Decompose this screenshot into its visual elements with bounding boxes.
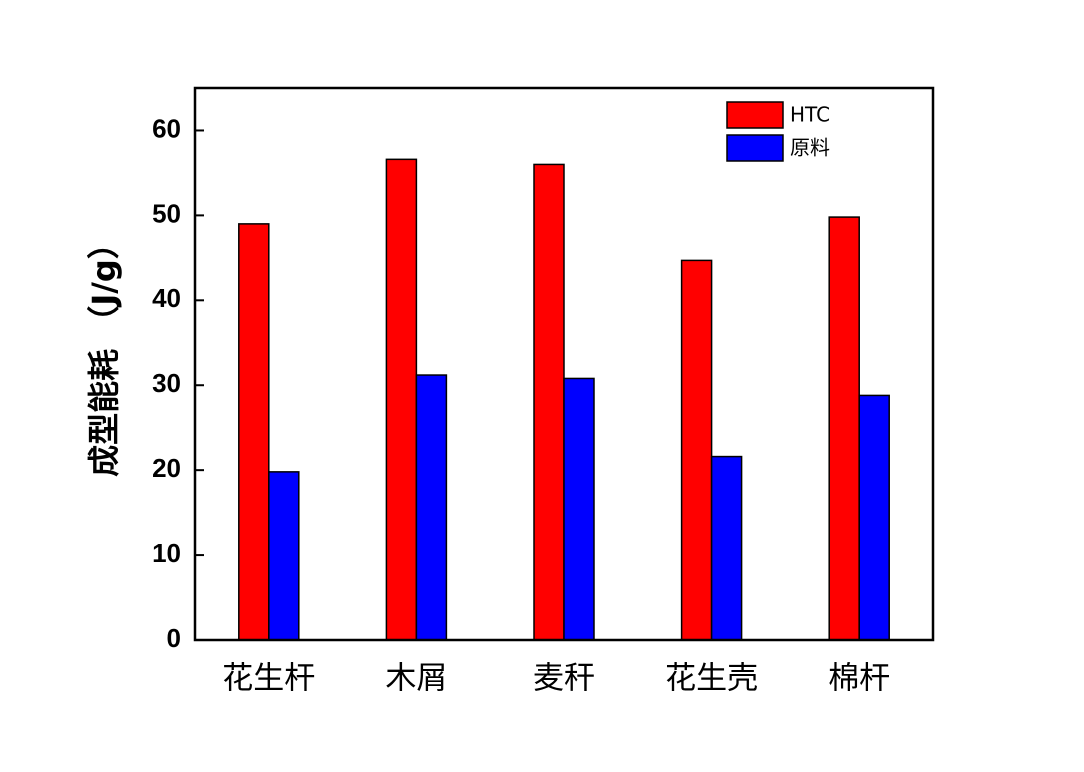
bar bbox=[563, 377, 595, 641]
bar bbox=[533, 163, 565, 641]
y-tick-label: 50 bbox=[152, 198, 181, 228]
y-tick-label: 60 bbox=[152, 113, 181, 143]
y-tick-label: 20 bbox=[152, 453, 181, 483]
y-tick-label: 0 bbox=[167, 623, 181, 653]
legend-label: 原料 bbox=[790, 136, 830, 160]
bar bbox=[710, 455, 743, 641]
y-tick-label: 30 bbox=[152, 368, 181, 398]
y-tick-label: 10 bbox=[152, 538, 181, 568]
bar bbox=[680, 259, 713, 641]
bar bbox=[268, 471, 300, 641]
bar bbox=[828, 216, 860, 641]
plot-frame bbox=[193, 86, 935, 642]
y-axis-label: 成型能耗 （J/g） bbox=[85, 227, 123, 477]
bar bbox=[238, 223, 270, 641]
x-tick-label: 棉杆 bbox=[828, 661, 890, 697]
x-tick-label: 麦秆 bbox=[533, 661, 595, 697]
x-tick-label: 花生杆 bbox=[222, 661, 315, 697]
bar bbox=[858, 394, 890, 641]
legend-swatch bbox=[726, 134, 784, 162]
legend-label: HTC bbox=[790, 103, 830, 127]
bar bbox=[385, 158, 418, 641]
y-tick-label: 40 bbox=[152, 283, 181, 313]
x-tick-label: 木屑 bbox=[385, 661, 447, 697]
legend-swatch bbox=[726, 101, 784, 129]
x-tick-label: 花生壳 bbox=[665, 661, 758, 697]
bar bbox=[415, 374, 448, 641]
